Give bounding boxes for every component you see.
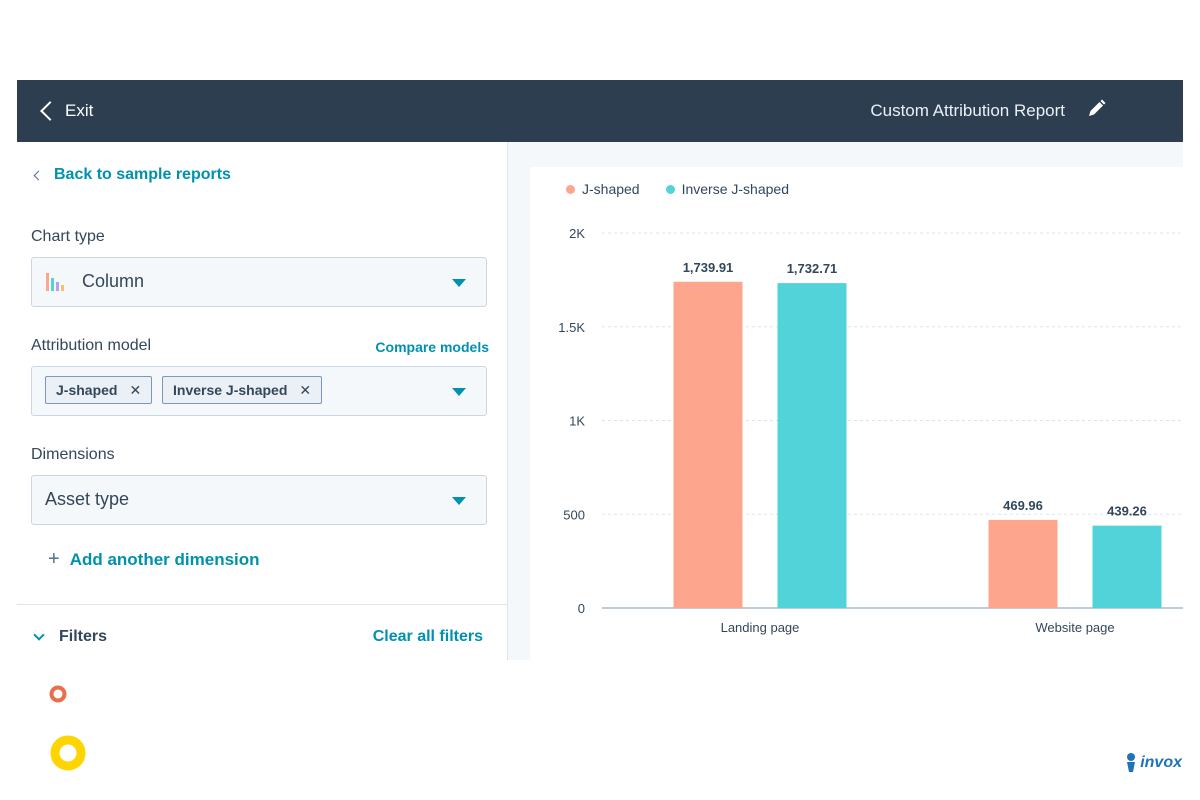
compare-models-link[interactable]: Compare models — [375, 339, 489, 355]
column-chart: 0 500 1K 1.5K 2K 1,739.91 1,732.71 Landing page… — [558, 226, 1183, 635]
column-chart-icon — [46, 273, 64, 291]
chevron-down-icon — [33, 629, 45, 641]
exit-button[interactable]: Exit — [39, 95, 93, 127]
add-dimension-label: Add another dimension — [69, 549, 260, 569]
caret-down-icon — [452, 497, 466, 505]
legend-item-j-shaped[interactable]: J-shaped — [566, 181, 640, 197]
y-tick-label: 500 — [563, 507, 585, 522]
tag-j-shaped: J-shaped ✕ — [45, 376, 153, 404]
chevron-left-icon — [33, 170, 44, 180]
bar — [988, 519, 1058, 608]
caret-down-icon — [452, 388, 466, 396]
top-bar: Exit Custom Attribution Report — [17, 80, 1183, 142]
remove-tag-icon[interactable]: ✕ — [129, 381, 142, 398]
chart-type-value: Column — [82, 271, 145, 291]
dimensions-label: Dimensions — [31, 446, 115, 463]
bar — [673, 281, 743, 608]
chart-legend: J-shaped Inverse J-shaped — [566, 181, 789, 197]
decorative-crescent — [151, 660, 182, 693]
data-label: 439.26 — [1107, 504, 1147, 519]
back-to-sample-reports-link[interactable]: Back to sample reports — [33, 166, 231, 184]
y-tick-label: 2K — [569, 226, 585, 241]
remove-tag-icon[interactable]: ✕ — [299, 381, 312, 398]
chart-card: J-shaped Inverse J-shaped 0 500 1K 1.5K 2K 1,… — [530, 167, 1183, 660]
pencil-icon[interactable] — [1085, 98, 1107, 120]
attribution-model-label: Attribution model — [31, 337, 152, 354]
y-tick-label: 0 — [578, 601, 585, 616]
brand-name: invox — [1140, 754, 1182, 771]
y-tick-label: 1.5K — [558, 320, 585, 335]
data-label: 1,732.71 — [787, 261, 838, 276]
tag-inverse-j-shaped: Inverse J-shaped ✕ — [162, 376, 323, 404]
legend-label: Inverse J-shaped — [681, 181, 789, 197]
x-tick-label: Website page — [1035, 620, 1114, 635]
chart-type-label: Chart type — [31, 228, 105, 245]
legend-label: J-shaped — [582, 181, 640, 197]
filters-label: Filters — [59, 628, 108, 645]
caret-down-icon — [452, 279, 466, 287]
brand-logo: invox — [1125, 752, 1182, 774]
decorative-ring-yellow — [50, 735, 86, 771]
legend-item-inverse-j-shaped[interactable]: Inverse J-shaped — [665, 181, 789, 197]
legend-dot — [566, 184, 575, 194]
filters-toggle[interactable]: Filters — [33, 628, 108, 646]
tag-label: Inverse J-shaped — [173, 382, 288, 398]
add-dimension-button[interactable]: + Add another dimension — [48, 548, 260, 571]
settings-panel: Back to sample reports Chart type Column… — [17, 142, 508, 660]
back-link-label: Back to sample reports — [54, 166, 231, 183]
attribution-model-select[interactable]: J-shaped ✕ Inverse J-shaped ✕ — [31, 366, 487, 416]
pen-icon — [1127, 753, 1136, 772]
report-builder: Exit Custom Attribution Report Back to s… — [17, 80, 1183, 660]
data-label: 469.96 — [1003, 498, 1043, 513]
divider — [17, 604, 507, 605]
tag-label: J-shaped — [56, 382, 118, 398]
y-tick-label: 1K — [569, 414, 585, 429]
plus-icon: + — [48, 548, 60, 570]
decorative-ring-orange — [49, 685, 67, 703]
chart-type-select[interactable]: Column — [31, 257, 487, 307]
x-tick-label: Landing page — [721, 620, 800, 635]
report-title: Custom Attribution Report — [870, 101, 1065, 120]
bar — [1092, 525, 1162, 608]
bar — [777, 283, 847, 608]
chevron-left-icon — [40, 101, 60, 121]
clear-all-filters-link[interactable]: Clear all filters — [372, 628, 483, 645]
legend-dot — [665, 184, 675, 194]
data-label: 1,739.91 — [683, 260, 734, 275]
exit-label: Exit — [65, 101, 94, 120]
dimensions-value: Asset type — [45, 489, 130, 509]
dimensions-select[interactable]: Asset type — [31, 475, 487, 525]
